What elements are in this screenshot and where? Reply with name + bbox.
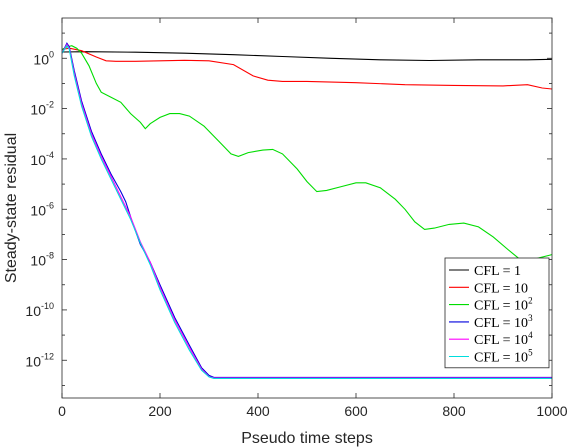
- y-tick-label: 10-10: [25, 301, 54, 319]
- legend-label: CFL = 10: [474, 281, 528, 296]
- legend-exponent: 2: [528, 296, 533, 306]
- legend-label: CFL = 10: [474, 351, 528, 366]
- y-tick-exponent: 0: [49, 49, 54, 59]
- legend-entry: CFL = 102: [474, 296, 533, 314]
- y-tick-base: 10: [30, 253, 46, 269]
- legend-entry: CFL = 104: [474, 330, 533, 348]
- x-tick-label: 400: [246, 403, 270, 419]
- legend-exponent: 3: [528, 313, 533, 323]
- y-tick-label: 10-8: [30, 251, 54, 269]
- y-axis-label: Steady-state residual: [3, 133, 20, 283]
- y-tick-base: 10: [25, 303, 41, 319]
- plot-frame: [61, 17, 553, 399]
- series-line-6: [62, 44, 552, 379]
- legend-box: [444, 257, 550, 369]
- y-tick-label: 10-2: [30, 100, 54, 118]
- y-tick-base: 10: [30, 102, 46, 118]
- legend-entry: CFL = 1: [474, 264, 521, 279]
- legend-label: CFL = 10: [474, 316, 528, 331]
- x-tick-label: 800: [442, 403, 466, 419]
- y-tick-exponent: -10: [41, 301, 54, 311]
- legend-label: CFL = 1: [474, 264, 521, 279]
- legend-label: CFL = 10: [474, 333, 528, 348]
- legend-label: CFL = 10: [474, 299, 528, 314]
- y-tick-label: 10-12: [25, 351, 54, 369]
- legend-exponent: 5: [528, 348, 533, 358]
- x-tick-label: 200: [148, 403, 172, 419]
- y-tick-label: 100: [33, 49, 54, 67]
- legend-entry: CFL = 10: [474, 281, 528, 296]
- y-tick-exponent: -4: [46, 150, 54, 160]
- y-tick-exponent: -2: [46, 100, 54, 110]
- x-tick-label: 1000: [536, 403, 567, 419]
- series-layer: [62, 42, 552, 379]
- y-tick-base: 10: [33, 51, 49, 67]
- y-tick-label: 10-6: [30, 200, 54, 218]
- legend-exponent: 4: [528, 330, 533, 340]
- x-axis: 0 200 400 600 800 1000: [58, 18, 568, 419]
- x-tick-label: 600: [344, 403, 368, 419]
- y-tick-base: 10: [30, 152, 46, 168]
- series-line-3: [62, 45, 552, 265]
- x-tick-label: 0: [58, 403, 66, 419]
- y-tick-exponent: -6: [46, 200, 54, 210]
- y-tick-label: 10-4: [30, 150, 54, 168]
- series-line-1: [62, 51, 552, 62]
- series-line-2: [62, 47, 552, 90]
- y-tick-exponent: -8: [46, 251, 54, 261]
- y-tick-base: 10: [30, 202, 46, 218]
- legend-entry: CFL = 105: [474, 348, 533, 366]
- x-axis-label: Pseudo time steps: [241, 430, 373, 447]
- y-tick-base: 10: [25, 353, 41, 369]
- legend-entry: CFL = 103: [474, 313, 533, 331]
- y-tick-exponent: -12: [41, 351, 54, 361]
